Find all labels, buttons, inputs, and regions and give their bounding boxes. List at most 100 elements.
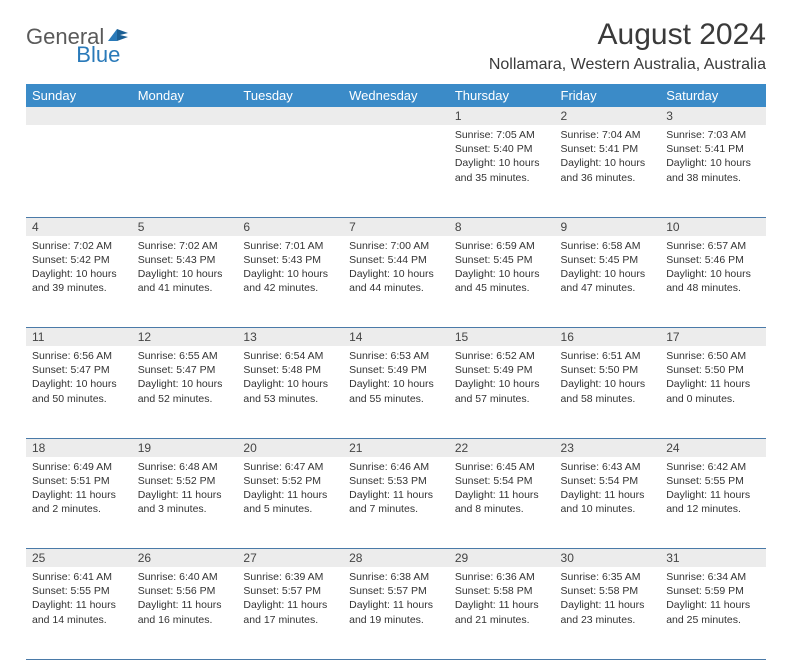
day-number: 6 — [237, 217, 343, 236]
sunrise-text: Sunrise: 6:58 AM — [561, 239, 655, 253]
daylight-text-1: Daylight: 10 hours — [349, 377, 443, 391]
daylight-text-2: and 38 minutes. — [666, 171, 760, 185]
daylight-text-1: Daylight: 10 hours — [666, 156, 760, 170]
sunset-text: Sunset: 5:52 PM — [243, 474, 337, 488]
daylight-text-1: Daylight: 10 hours — [561, 267, 655, 281]
day-cell: Sunrise: 6:43 AMSunset: 5:54 PMDaylight:… — [555, 457, 661, 549]
day-cell: Sunrise: 6:53 AMSunset: 5:49 PMDaylight:… — [343, 346, 449, 438]
day-cell: Sunrise: 6:59 AMSunset: 5:45 PMDaylight:… — [449, 236, 555, 328]
daylight-text-2: and 39 minutes. — [32, 281, 126, 295]
sunset-text: Sunset: 5:43 PM — [243, 253, 337, 267]
day-number: 30 — [555, 549, 661, 568]
daylight-text-2: and 41 minutes. — [138, 281, 232, 295]
sunrise-text: Sunrise: 6:45 AM — [455, 460, 549, 474]
weekday-header: Thursday — [449, 84, 555, 107]
daylight-text-1: Daylight: 11 hours — [455, 488, 549, 502]
sunrise-text: Sunrise: 6:40 AM — [138, 570, 232, 584]
sunrise-text: Sunrise: 6:46 AM — [349, 460, 443, 474]
calendar-page: General Blue August 2024 Nollamara, West… — [0, 0, 792, 670]
day-cell: Sunrise: 6:42 AMSunset: 5:55 PMDaylight:… — [660, 457, 766, 549]
day-cell: Sunrise: 6:45 AMSunset: 5:54 PMDaylight:… — [449, 457, 555, 549]
day-number: 16 — [555, 328, 661, 347]
day-cell: Sunrise: 6:57 AMSunset: 5:46 PMDaylight:… — [660, 236, 766, 328]
title-block: August 2024 Nollamara, Western Australia… — [489, 18, 766, 74]
sunset-text: Sunset: 5:55 PM — [32, 584, 126, 598]
daylight-text-1: Daylight: 10 hours — [561, 377, 655, 391]
day-cell: Sunrise: 6:49 AMSunset: 5:51 PMDaylight:… — [26, 457, 132, 549]
sunrise-text: Sunrise: 6:47 AM — [243, 460, 337, 474]
day-number: 27 — [237, 549, 343, 568]
daylight-text-1: Daylight: 11 hours — [138, 598, 232, 612]
day-cell — [237, 125, 343, 217]
daylight-text-2: and 53 minutes. — [243, 392, 337, 406]
sunset-text: Sunset: 5:47 PM — [138, 363, 232, 377]
daylight-text-2: and 8 minutes. — [455, 502, 549, 516]
day-cell: Sunrise: 6:58 AMSunset: 5:45 PMDaylight:… — [555, 236, 661, 328]
sunset-text: Sunset: 5:53 PM — [349, 474, 443, 488]
day-cell: Sunrise: 7:05 AMSunset: 5:40 PMDaylight:… — [449, 125, 555, 217]
day-number: 13 — [237, 328, 343, 347]
day-cell-content: Sunrise: 6:38 AMSunset: 5:57 PMDaylight:… — [343, 567, 449, 629]
day-cell: Sunrise: 6:50 AMSunset: 5:50 PMDaylight:… — [660, 346, 766, 438]
daylight-text-1: Daylight: 11 hours — [561, 488, 655, 502]
sunset-text: Sunset: 5:44 PM — [349, 253, 443, 267]
daylight-text-1: Daylight: 10 hours — [138, 267, 232, 281]
weekday-header: Saturday — [660, 84, 766, 107]
day-cell: Sunrise: 6:52 AMSunset: 5:49 PMDaylight:… — [449, 346, 555, 438]
sunset-text: Sunset: 5:45 PM — [455, 253, 549, 267]
day-cell-content: Sunrise: 7:01 AMSunset: 5:43 PMDaylight:… — [237, 236, 343, 298]
daylight-text-2: and 12 minutes. — [666, 502, 760, 516]
sunrise-text: Sunrise: 6:55 AM — [138, 349, 232, 363]
day-cell-content: Sunrise: 6:34 AMSunset: 5:59 PMDaylight:… — [660, 567, 766, 629]
daylight-text-1: Daylight: 10 hours — [561, 156, 655, 170]
day-cell: Sunrise: 7:02 AMSunset: 5:42 PMDaylight:… — [26, 236, 132, 328]
weekday-header: Friday — [555, 84, 661, 107]
day-cell: Sunrise: 6:46 AMSunset: 5:53 PMDaylight:… — [343, 457, 449, 549]
sunset-text: Sunset: 5:48 PM — [243, 363, 337, 377]
sunrise-text: Sunrise: 6:43 AM — [561, 460, 655, 474]
day-cell: Sunrise: 6:54 AMSunset: 5:48 PMDaylight:… — [237, 346, 343, 438]
sunset-text: Sunset: 5:49 PM — [455, 363, 549, 377]
day-cell: Sunrise: 7:02 AMSunset: 5:43 PMDaylight:… — [132, 236, 238, 328]
day-cell-content: Sunrise: 6:46 AMSunset: 5:53 PMDaylight:… — [343, 457, 449, 519]
day-cell-content: Sunrise: 6:40 AMSunset: 5:56 PMDaylight:… — [132, 567, 238, 629]
sunset-text: Sunset: 5:43 PM — [138, 253, 232, 267]
daylight-text-1: Daylight: 11 hours — [666, 377, 760, 391]
sunset-text: Sunset: 5:50 PM — [666, 363, 760, 377]
daylight-text-1: Daylight: 11 hours — [349, 488, 443, 502]
day-cell-content: Sunrise: 6:52 AMSunset: 5:49 PMDaylight:… — [449, 346, 555, 408]
day-number: 14 — [343, 328, 449, 347]
day-cell-content: Sunrise: 6:43 AMSunset: 5:54 PMDaylight:… — [555, 457, 661, 519]
day-number-row: 18192021222324 — [26, 438, 766, 457]
daylight-text-2: and 16 minutes. — [138, 613, 232, 627]
sunrise-text: Sunrise: 6:59 AM — [455, 239, 549, 253]
daylight-text-1: Daylight: 10 hours — [243, 267, 337, 281]
sunrise-text: Sunrise: 7:00 AM — [349, 239, 443, 253]
day-cell — [26, 125, 132, 217]
sunrise-text: Sunrise: 6:52 AM — [455, 349, 549, 363]
day-cell-content: Sunrise: 6:57 AMSunset: 5:46 PMDaylight:… — [660, 236, 766, 298]
day-cell-content: Sunrise: 6:45 AMSunset: 5:54 PMDaylight:… — [449, 457, 555, 519]
sunset-text: Sunset: 5:56 PM — [138, 584, 232, 598]
sunrise-text: Sunrise: 6:39 AM — [243, 570, 337, 584]
daylight-text-2: and 42 minutes. — [243, 281, 337, 295]
day-cell — [343, 125, 449, 217]
day-content-row: Sunrise: 6:49 AMSunset: 5:51 PMDaylight:… — [26, 457, 766, 549]
daylight-text-2: and 25 minutes. — [666, 613, 760, 627]
weekday-header: Tuesday — [237, 84, 343, 107]
day-number: 22 — [449, 438, 555, 457]
day-number: 8 — [449, 217, 555, 236]
day-number-row: 45678910 — [26, 217, 766, 236]
daylight-text-1: Daylight: 11 hours — [455, 598, 549, 612]
day-cell-content: Sunrise: 6:47 AMSunset: 5:52 PMDaylight:… — [237, 457, 343, 519]
sunset-text: Sunset: 5:50 PM — [561, 363, 655, 377]
day-cell: Sunrise: 6:35 AMSunset: 5:58 PMDaylight:… — [555, 567, 661, 659]
day-cell-content: Sunrise: 6:54 AMSunset: 5:48 PMDaylight:… — [237, 346, 343, 408]
daylight-text-2: and 36 minutes. — [561, 171, 655, 185]
sunset-text: Sunset: 5:52 PM — [138, 474, 232, 488]
sunset-text: Sunset: 5:46 PM — [666, 253, 760, 267]
day-number: 12 — [132, 328, 238, 347]
daylight-text-2: and 45 minutes. — [455, 281, 549, 295]
month-title: August 2024 — [489, 18, 766, 52]
calendar-table: SundayMondayTuesdayWednesdayThursdayFrid… — [26, 84, 766, 660]
